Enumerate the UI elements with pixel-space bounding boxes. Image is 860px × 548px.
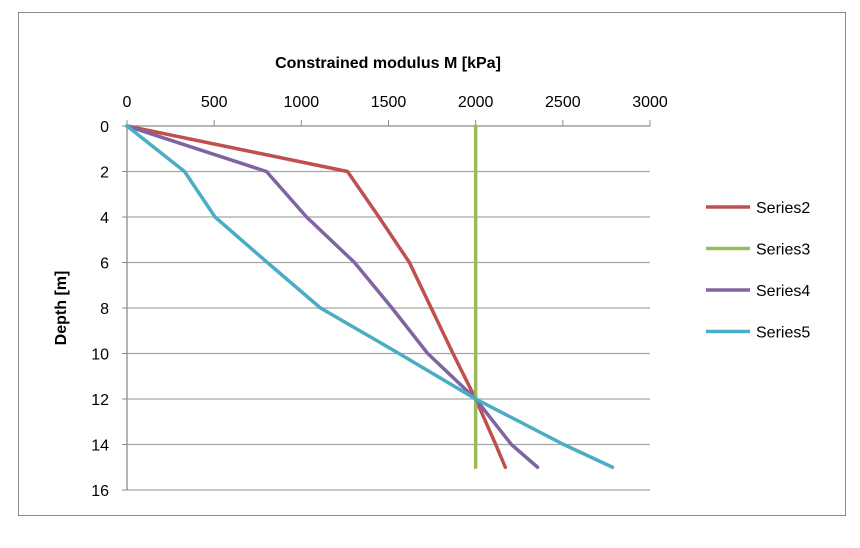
- series-line-series5: [125, 124, 615, 469]
- x-tick-label: 3000: [632, 94, 668, 111]
- legend-label: Series4: [756, 283, 810, 300]
- y-tick-label: 12: [91, 392, 109, 409]
- y-tick-label: 2: [100, 165, 109, 182]
- y-tick-label: 0: [100, 119, 109, 136]
- legend-label: Series3: [756, 242, 810, 259]
- y-tick-label: 14: [91, 438, 109, 455]
- series-line-series4: [125, 124, 540, 469]
- y-tick-label: 10: [91, 347, 109, 364]
- y-tick-label: 6: [100, 256, 109, 273]
- legend-label: Series2: [756, 200, 810, 217]
- y-tick-label: 16: [91, 483, 109, 500]
- y-tick-label: 8: [100, 301, 109, 318]
- x-tick-label: 2500: [545, 94, 581, 111]
- legend-label: Series5: [756, 325, 810, 342]
- x-tick-label: 2000: [458, 94, 494, 111]
- series-line-series2: [125, 124, 508, 469]
- x-tick-label: 500: [201, 94, 228, 111]
- x-tick-label: 0: [123, 94, 132, 111]
- chart-frame: [18, 12, 846, 516]
- y-tick-label: 4: [100, 210, 109, 227]
- y-axis-label: Depth [m]: [53, 271, 70, 346]
- x-tick-label: 1000: [284, 94, 320, 111]
- x-axis-label: Constrained modulus M [kPa]: [275, 55, 501, 72]
- x-tick-label: 1500: [371, 94, 407, 111]
